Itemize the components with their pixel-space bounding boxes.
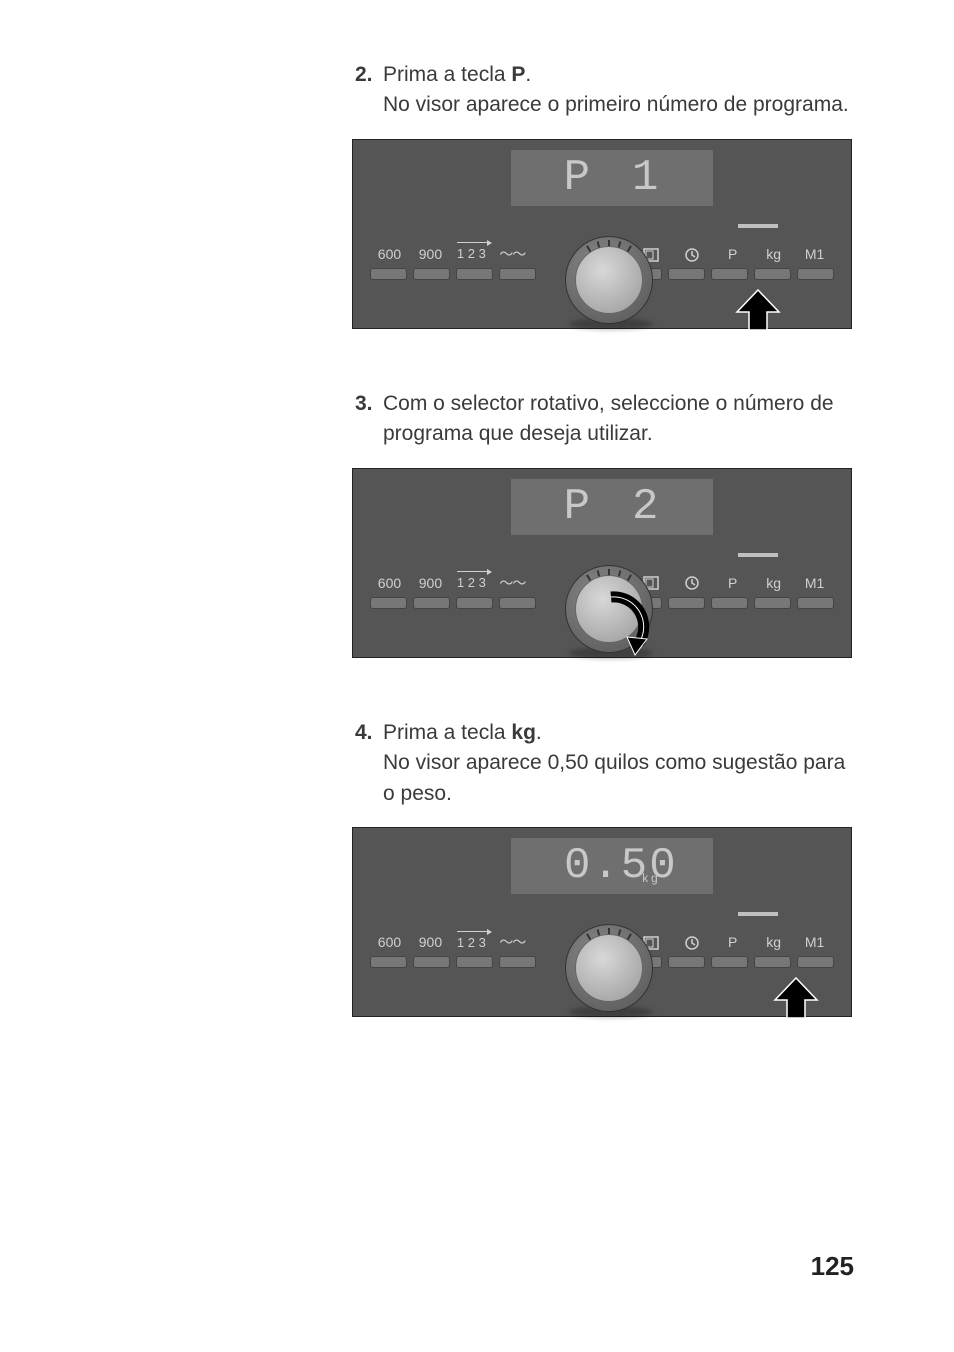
arrow-up-icon [771, 976, 821, 1020]
button-clock[interactable] [668, 268, 705, 280]
button-seq[interactable] [456, 956, 493, 968]
button-kg[interactable] [754, 956, 791, 968]
button-wave[interactable] [499, 597, 536, 609]
text-frag: No visor aparece 0,50 quilos como sugest… [383, 751, 845, 804]
label-600: 600 [369, 575, 410, 591]
button-600[interactable] [370, 268, 407, 280]
indicator-tick [738, 224, 778, 228]
button-wave[interactable] [499, 956, 536, 968]
display-value: 2 [632, 482, 660, 532]
step-3: 3. Com o selector rotativo, seleccione o… [355, 389, 854, 450]
button-900[interactable] [413, 268, 450, 280]
button-M1[interactable] [797, 597, 834, 609]
step-4: 4. Prima a tecla kg. No visor aparece 0,… [355, 718, 854, 809]
text-frag: . [525, 63, 531, 86]
step-number: 2. [355, 60, 383, 90]
label-kg: kg [753, 934, 794, 950]
display-value: 1 [632, 153, 660, 203]
label-seq-icon: 1 2 3 [451, 246, 492, 261]
button-kg[interactable] [754, 597, 791, 609]
button-600[interactable] [370, 597, 407, 609]
arrow-up-icon [733, 288, 783, 332]
indicator-tick [738, 553, 778, 557]
button-seq[interactable] [456, 268, 493, 280]
button-M1[interactable] [797, 268, 834, 280]
display: P 2 [511, 479, 713, 535]
button-wave[interactable] [499, 268, 536, 280]
button-clock[interactable] [668, 956, 705, 968]
button-P[interactable] [711, 268, 748, 280]
button-900[interactable] [413, 956, 450, 968]
label-900: 900 [410, 246, 451, 262]
display: P 1 [511, 150, 713, 206]
wave-icon: ～～ [492, 244, 533, 264]
display-unit: kg [642, 872, 660, 886]
label-P: P [712, 246, 753, 262]
label-600: 600 [369, 934, 410, 950]
label-P: P [712, 934, 753, 950]
button-600[interactable] [370, 956, 407, 968]
wave-icon: ～～ [492, 932, 533, 952]
label-kg: kg [753, 246, 794, 262]
step-text: Prima a tecla P. No visor aparece o prim… [383, 60, 854, 121]
text-frag: No visor aparece o primeiro número de pr… [383, 93, 849, 116]
button-seq[interactable] [456, 597, 493, 609]
button-P[interactable] [711, 956, 748, 968]
clock-icon [671, 574, 712, 591]
wave-icon: ～～ [492, 573, 533, 593]
step-2: 2. Prima a tecla P. No visor aparece o p… [355, 60, 854, 121]
label-P: P [712, 575, 753, 591]
indicator-tick [738, 912, 778, 916]
label-kg: kg [753, 575, 794, 591]
step-text: Prima a tecla kg. No visor aparece 0,50 … [383, 718, 854, 809]
button-900[interactable] [413, 597, 450, 609]
key-P: P [511, 63, 525, 86]
label-M1: M1 [794, 934, 835, 950]
step-text: Com o selector rotativo, seleccione o nú… [383, 389, 854, 450]
label-M1: M1 [794, 575, 835, 591]
label-seq-icon: 1 2 3 [451, 575, 492, 590]
label-900: 900 [410, 934, 451, 950]
label-600: 600 [369, 246, 410, 262]
display-P: P [564, 482, 592, 532]
button-M1[interactable] [797, 956, 834, 968]
display: 0.50 kg [511, 838, 713, 894]
control-panel-p2: P 2 600 900 1 2 3 ～～ P kg M1 [352, 468, 852, 658]
page-number: 125 [811, 1251, 854, 1282]
key-kg: kg [511, 721, 536, 744]
rotary-dial[interactable] [565, 236, 653, 324]
label-seq-icon: 1 2 3 [451, 935, 492, 950]
clock-icon [671, 933, 712, 950]
text-frag: . [536, 721, 542, 744]
label-900: 900 [410, 575, 451, 591]
label-M1: M1 [794, 246, 835, 262]
text-frag: Prima a tecla [383, 721, 511, 744]
button-kg[interactable] [754, 268, 791, 280]
step-number: 4. [355, 718, 383, 748]
button-P[interactable] [711, 597, 748, 609]
step-number: 3. [355, 389, 383, 419]
display-P: P [564, 153, 592, 203]
rotate-arrow-icon [601, 589, 657, 657]
display-value: 0.50 [564, 841, 678, 891]
button-clock[interactable] [668, 597, 705, 609]
control-panel-p1: P 1 600 900 1 2 3 ～～ P kg M1 [352, 139, 852, 329]
clock-icon [671, 245, 712, 262]
rotary-dial[interactable] [565, 924, 653, 1012]
control-panel-p3: 0.50 kg 600 900 1 2 3 ～～ P kg M1 [352, 827, 852, 1017]
text-frag: Prima a tecla [383, 63, 511, 86]
